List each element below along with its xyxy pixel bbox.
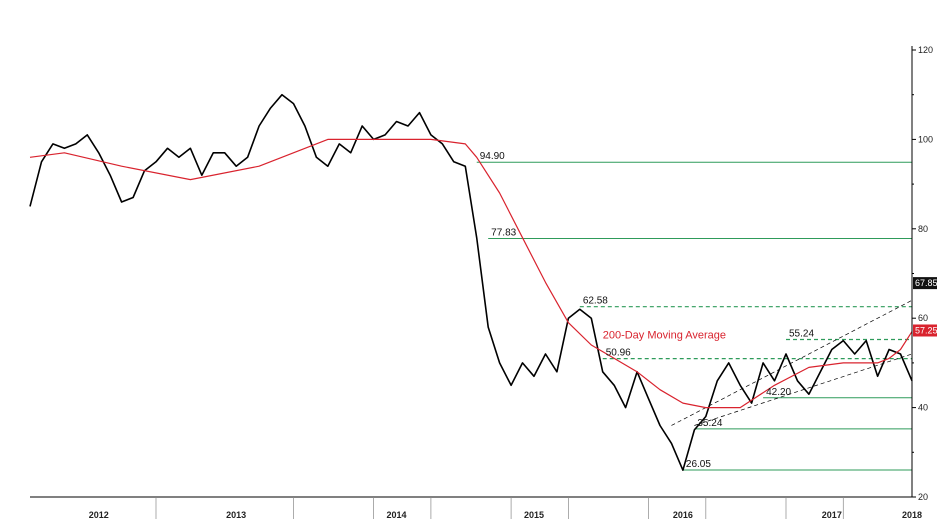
support-resistance-levels xyxy=(476,161,912,471)
x-tick-label-3: 2015 xyxy=(524,510,544,520)
y-tick-label-0: 20 xyxy=(918,492,928,502)
y-tick-label-1: 40 xyxy=(918,403,928,413)
level-label-0: 94.90 xyxy=(480,151,505,162)
last-value-tag-0 xyxy=(913,277,937,290)
x-tick-label-0: 2012 xyxy=(89,510,109,520)
y-tick-label-5: 120 xyxy=(918,45,933,55)
trend-channel xyxy=(671,300,913,426)
chart-series xyxy=(29,93,913,472)
chart-axes: 20 40 60 80 100 120 2012 2013 2014 2015 2016 2017 20… xyxy=(30,45,933,520)
level-label-7: 26.05 xyxy=(686,459,711,470)
level-label-2: 62.58 xyxy=(583,296,608,307)
moving-average-line xyxy=(29,138,913,409)
last-value-tag-1 xyxy=(913,324,937,337)
y-tick-label-2: 60 xyxy=(918,313,928,323)
channel-line-0 xyxy=(671,300,913,426)
last-value-tag-label-1: 57.25 xyxy=(915,325,938,335)
level-label-6: 35.24 xyxy=(697,418,722,429)
last-value-tags: 67.85 57.25 xyxy=(913,277,938,337)
x-tick-label-4: 2016 xyxy=(673,510,693,520)
x-tick-label-1: 2013 xyxy=(226,510,246,520)
level-label-4: 50.96 xyxy=(606,348,631,359)
channel-line-1 xyxy=(694,353,913,426)
x-tick-label-2: 2014 xyxy=(387,510,407,520)
level-label-5: 42.20 xyxy=(766,387,791,398)
level-label-1: 77.83 xyxy=(491,227,516,238)
y-tick-label-4: 100 xyxy=(918,134,933,144)
last-value-tag-label-0: 67.85 xyxy=(915,278,938,288)
moving-average-label: 200-Day Moving Average xyxy=(603,329,726,341)
x-tick-label-6: 2018 xyxy=(902,510,922,520)
level-label-3: 55.24 xyxy=(789,328,814,339)
y-tick-label-3: 80 xyxy=(918,224,928,234)
level-labels: 94.90 77.83 62.58 55.24 50.96 42.20 35.24 26.05… xyxy=(480,151,815,470)
x-tick-label-5: 2017 xyxy=(822,510,842,520)
price-line xyxy=(29,93,913,472)
